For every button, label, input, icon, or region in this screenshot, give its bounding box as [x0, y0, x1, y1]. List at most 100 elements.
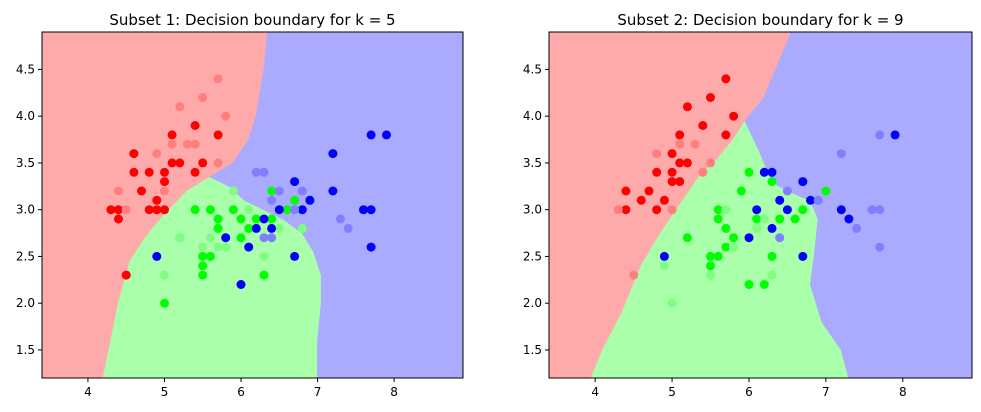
y-tick-label: 1.5 — [523, 343, 542, 357]
data-point — [698, 121, 708, 130]
y-tick-label: 4.5 — [523, 62, 542, 76]
axes-frame — [41, 31, 464, 379]
data-point — [721, 242, 731, 252]
data-point — [744, 280, 754, 289]
data-point — [259, 251, 269, 261]
data-point — [613, 205, 623, 215]
data-point — [706, 251, 715, 261]
data-point — [713, 251, 723, 261]
data-point — [244, 223, 254, 233]
x-tick-label: 7 — [314, 385, 322, 399]
data-point — [290, 195, 300, 205]
data-point — [267, 223, 277, 233]
data-point — [190, 121, 200, 130]
data-point — [259, 233, 269, 243]
data-point — [167, 158, 177, 168]
data-point — [297, 186, 307, 196]
data-point — [305, 195, 315, 205]
data-point — [236, 280, 246, 289]
data-point — [121, 270, 131, 280]
data-point — [198, 270, 208, 280]
data-point — [244, 205, 254, 215]
y-tick-label: 3.5 — [523, 156, 542, 170]
data-point — [790, 214, 800, 224]
data-point — [875, 130, 885, 140]
x-tick-label: 4 — [84, 385, 92, 399]
data-point — [667, 177, 677, 187]
data-point — [706, 261, 715, 271]
subplot-subset-1: Subset 1: Decision boundary for k = 5 4 5… — [16, 11, 464, 399]
data-point — [144, 167, 154, 177]
data-point — [175, 233, 185, 243]
data-point — [875, 242, 885, 252]
data-point — [198, 251, 208, 261]
data-point — [675, 158, 685, 168]
decision-region-blue — [209, 32, 463, 378]
data-point — [667, 298, 677, 308]
data-point — [767, 223, 777, 233]
data-point — [205, 205, 215, 215]
data-point — [744, 233, 754, 243]
data-point — [782, 186, 792, 196]
data-point — [366, 242, 376, 252]
data-point — [160, 270, 169, 280]
data-point — [190, 139, 200, 149]
data-point — [160, 167, 169, 177]
data-point — [836, 149, 846, 159]
data-point — [160, 177, 169, 187]
y-tick-label: 3.0 — [523, 203, 542, 217]
data-point — [213, 214, 223, 224]
data-point — [721, 130, 731, 140]
data-point — [844, 214, 854, 224]
data-point — [160, 298, 169, 308]
data-point — [836, 205, 846, 215]
data-point — [190, 205, 200, 215]
data-point — [259, 167, 269, 177]
y-tick-label: 3.0 — [16, 203, 35, 217]
data-point — [213, 130, 223, 140]
data-point — [767, 167, 777, 177]
data-point — [875, 205, 885, 215]
data-point — [328, 186, 338, 196]
data-point — [759, 167, 769, 177]
data-point — [759, 280, 769, 289]
data-point — [114, 205, 123, 215]
data-point — [659, 251, 669, 261]
data-point — [198, 93, 208, 102]
data-point — [129, 167, 139, 177]
x-tick-label: 8 — [390, 385, 398, 399]
data-point — [290, 177, 300, 187]
data-point — [190, 167, 200, 177]
x-tick-label: 4 — [591, 385, 599, 399]
data-point — [806, 195, 815, 205]
data-point — [682, 158, 692, 168]
data-point — [244, 242, 254, 252]
data-point — [852, 223, 862, 233]
data-point — [198, 242, 208, 252]
y-tick-label: 4.0 — [16, 109, 35, 123]
data-point — [675, 130, 685, 140]
data-point — [706, 93, 715, 102]
y-tick-label: 2.5 — [523, 249, 542, 263]
data-point — [775, 233, 785, 243]
data-point — [221, 233, 231, 243]
data-point — [366, 205, 376, 215]
data-point — [267, 186, 277, 196]
data-point — [167, 130, 177, 140]
data-point — [167, 139, 177, 149]
data-point — [290, 205, 300, 215]
data-point — [721, 223, 731, 233]
data-point — [152, 205, 162, 215]
data-point — [644, 186, 654, 196]
data-point — [251, 214, 261, 224]
y-tick-label: 2.0 — [523, 296, 542, 310]
data-point — [729, 111, 739, 121]
y-tick-label: 4.0 — [523, 109, 542, 123]
data-point — [129, 149, 139, 159]
data-point — [813, 195, 823, 205]
x-tick-label: 5 — [668, 385, 676, 399]
axes-frame — [548, 31, 973, 379]
x-tick-label: 5 — [161, 385, 169, 399]
decision-region-blue — [744, 32, 972, 378]
